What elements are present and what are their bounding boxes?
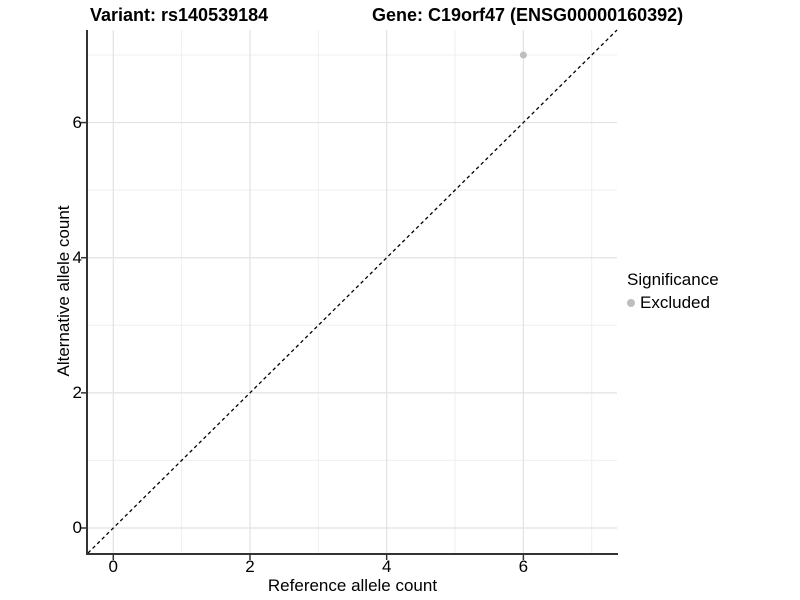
y-axis-title: Alternative allele count bbox=[54, 205, 73, 377]
x-tick-label: 2 bbox=[245, 557, 255, 576]
legend-point-icon bbox=[627, 299, 635, 307]
plot-title-gene: Gene: C19orf47 (ENSG00000160392) bbox=[372, 5, 684, 25]
data-point bbox=[519, 51, 527, 59]
x-axis-title: Reference allele count bbox=[267, 576, 438, 595]
y-tick-label: 2 bbox=[72, 382, 82, 402]
legend-title: Significance bbox=[627, 270, 719, 289]
y-tick-label: 6 bbox=[72, 112, 82, 132]
x-tick-label: 0 bbox=[108, 557, 119, 576]
x-tick-label: 6 bbox=[518, 557, 529, 576]
y-tick-label: 4 bbox=[72, 247, 82, 267]
identity-reference-line bbox=[87, 29, 618, 554]
x-tick-label: 4 bbox=[381, 557, 392, 576]
legend: Significance Excluded bbox=[627, 270, 719, 313]
plot-title-variant: Variant: rs140539184 bbox=[90, 5, 269, 25]
y-tick-label: 0 bbox=[72, 517, 82, 537]
legend-entry-label: Excluded bbox=[640, 293, 710, 312]
legend-entry-excluded: Excluded bbox=[627, 293, 719, 313]
